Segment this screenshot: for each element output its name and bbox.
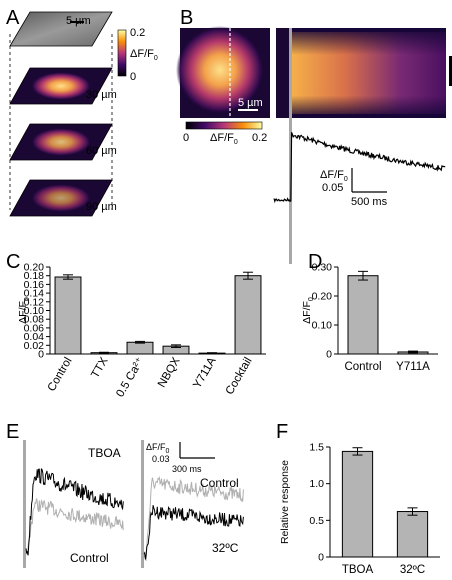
panel-label-b: B (180, 7, 193, 29)
ylabel-D: ΔF/F0 (301, 297, 315, 324)
bar-D-1 (347, 275, 379, 355)
ytick-label-C: 0.10 (24, 305, 45, 317)
xtick-label-D-2: Y711A (396, 361, 430, 373)
panel-e-traces: TBOA Control Control 32ºC ΔF/F0 0.03 300… (23, 440, 244, 568)
label-tboa: TBOA (88, 446, 121, 460)
trace-e-tboa (25, 467, 124, 556)
xtick-label-C-4: NBQX (156, 355, 183, 390)
colorbar-a-label: ΔF/F0 (130, 48, 158, 62)
scale-label-b: 5 µm (238, 97, 263, 109)
bar-F-1 (341, 450, 374, 558)
label-32c: 32ºC (212, 541, 239, 555)
ytick-label-C: 0.14 (24, 288, 45, 300)
ylabel-F: Relative response (279, 460, 291, 544)
ytick-label-D: 0.30 (312, 262, 333, 274)
ytick-label-D: 0.10 (312, 320, 333, 332)
plane-signal-1 (31, 72, 91, 100)
scale-e-yscale: 0.03 (152, 454, 170, 464)
colorbar-a-min: 0 (130, 71, 136, 83)
plane-signal-2 (31, 128, 91, 156)
bar-C-6 (234, 275, 262, 355)
trace-e-control-left (25, 498, 124, 556)
panel-f-bar-chart: 0 0.5 1.0 1.5 Relative response TBOA 32ºC (279, 442, 440, 576)
ytick-label-C: 0.12 (24, 296, 45, 308)
panel-label-f: F (276, 421, 288, 443)
plane-label-2: 60 µm (86, 145, 117, 157)
bar-F-2 (396, 511, 429, 558)
panel-d-bar-chart: 0 0.10 0.20 0.30 ΔF/F0 Control Y711A (301, 262, 438, 373)
scale-e-ylabel: ΔF/F0 (146, 442, 170, 455)
colorbar-a-max: 0.2 (130, 27, 145, 39)
panel-b-imaging: 5 µm 0 ΔF/F0 0.2 ΔF/F0 0.05 500 ms (176, 26, 452, 264)
xtick-label-C-3: 0.5 Ca²⁺ (114, 356, 146, 400)
xtick-label-C-1: Control (46, 356, 75, 394)
colorbar-b-max: 0.2 (252, 132, 267, 144)
gray-reference-image (9, 11, 113, 47)
trace-b-xscale: 500 ms (351, 196, 388, 208)
ytick-label-C: 0.18 (24, 270, 45, 282)
label-control-left: Control (70, 551, 109, 565)
plane-signal-3 (31, 184, 91, 212)
kymograph-bracket (449, 56, 452, 86)
stimulus-marker-e1 (23, 440, 26, 568)
plane-label-3: 90 µm (86, 201, 117, 213)
stimulus-marker-e2 (141, 440, 144, 568)
bar-C-1 (54, 276, 82, 355)
ytick-label-C: 0.06 (24, 322, 45, 334)
ytick-label-F: 1.5 (309, 442, 324, 454)
colorbar-b (185, 121, 263, 130)
plane-label-1: 30 µm (86, 89, 117, 101)
ytick-label-C: 0.16 (24, 279, 45, 291)
stimulus-marker-b (289, 28, 292, 264)
ytick-label-C: 0 (38, 349, 44, 361)
scale-label-a: 5 µm (66, 15, 91, 27)
ytick-label-F: 1.0 (309, 478, 324, 490)
trace-b-yscale: 0.05 (322, 182, 343, 194)
fluorescence-trace-b (273, 132, 446, 204)
trace-b-ylabel: ΔF/F0 (320, 169, 348, 183)
panel-label-a: A (6, 7, 20, 29)
panel-label-d: D (308, 251, 322, 273)
ytick-label-D: 0.20 (312, 291, 333, 303)
ytick-label-F: 0 (318, 552, 324, 564)
ytick-label-D: 0 (326, 349, 332, 361)
bar-C-3 (126, 341, 154, 355)
ytick-label-C: 0.20 (24, 262, 45, 274)
ytick-label-C: 0.08 (24, 314, 45, 326)
colorbar-a (117, 29, 127, 77)
xtick-label-F-1: TBOA (342, 564, 374, 576)
panel-label-c: C (6, 251, 20, 273)
xtick-label-F-2: 32ºC (400, 564, 425, 576)
scale-e-xscale: 300 ms (172, 464, 202, 474)
panel-c-bar-chart: 00.020.040.060.080.100.120.140.160.180.2… (17, 262, 266, 400)
xtick-label-C-2: TTX (89, 355, 110, 380)
ytick-label-C: 0.04 (24, 331, 45, 343)
ytick-label-F: 0.5 (309, 515, 324, 527)
ytick-label-C: 0.02 (24, 340, 45, 352)
colorbar-b-label: ΔF/F0 (210, 132, 238, 146)
panel-label-e: E (6, 421, 19, 443)
trace-e-control-right (143, 475, 244, 561)
xtick-label-C-5: Y711A (191, 355, 218, 390)
ylabel-C: ΔF/F0 (17, 297, 31, 324)
xtick-label-D-1: Control (344, 361, 381, 373)
bouton-signal (176, 26, 264, 114)
panel-a-image-stack: 5 µm 30 µm 60 µm 90 µm 0.2 ΔF/F0 0 (9, 11, 158, 217)
trace-e-32c (143, 505, 244, 560)
xtick-label-C-6: Cocktail (224, 356, 255, 397)
label-control-right: Control (200, 476, 239, 490)
colorbar-b-min: 0 (183, 132, 189, 144)
